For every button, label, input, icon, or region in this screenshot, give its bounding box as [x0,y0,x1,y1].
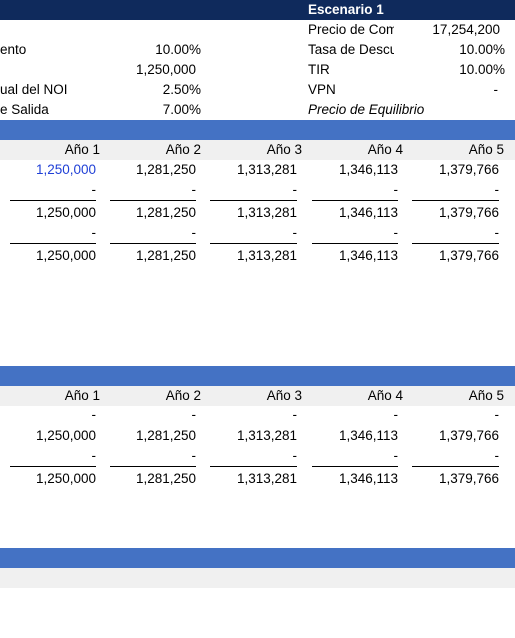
subtotal-rule [412,200,499,201]
param-label[interactable]: e Salida [0,102,49,117]
cell[interactable]: 1,346,113 [338,428,398,443]
param-label[interactable]: ual del NOI [0,82,68,97]
param-value[interactable]: 10.00% [459,42,505,57]
param-value[interactable]: 1,250,000 [135,62,196,77]
subtotal-rule [210,466,297,467]
subtotal-rule [110,466,196,467]
subtotal-rule [10,200,96,201]
cell[interactable]: 1,250,000 [35,248,96,263]
param-label[interactable]: VPN [308,82,336,97]
breakeven-label[interactable]: Precio de Equilibrio [308,102,425,117]
cell[interactable]: - [91,225,97,240]
cell[interactable]: 1,346,113 [338,471,398,486]
year-header: Año 5 [468,142,504,157]
cell[interactable]: - [91,407,97,422]
cell[interactable]: - [191,225,197,240]
section-band [0,120,515,140]
cell[interactable]: 1,379,766 [438,162,499,177]
gray-row [0,568,515,588]
param-value[interactable]: - [493,82,499,97]
cell[interactable]: - [292,448,298,463]
year-header: Año 4 [367,142,403,157]
subtotal-rule [210,200,297,201]
cell[interactable]: 1,281,250 [135,248,196,263]
cell[interactable]: - [292,407,298,422]
cell[interactable]: 1,281,250 [135,162,196,177]
year-header: Año 3 [266,142,302,157]
year-header: Año 3 [266,388,302,403]
subtotal-rule [10,243,96,244]
year-header-row [0,386,515,406]
cell[interactable]: 1,281,250 [135,471,196,486]
cell[interactable]: 1,281,250 [135,428,196,443]
subtotal-rule [10,466,96,467]
cell[interactable]: 1,281,250 [135,205,196,220]
cell[interactable]: 1,379,766 [438,428,499,443]
cell[interactable]: 1,313,281 [236,205,297,220]
cell[interactable]: 1,313,281 [236,471,297,486]
cell[interactable]: - [292,225,298,240]
section-band [0,366,515,386]
cell[interactable]: - [494,225,500,240]
cell[interactable]: - [494,182,500,197]
param-label[interactable]: TIR [308,62,330,77]
cell[interactable]: - [191,182,197,197]
subtotal-rule [412,243,499,244]
subtotal-rule [412,466,499,467]
param-value[interactable]: 10.00% [155,42,201,57]
cell[interactable]: - [393,407,399,422]
cell[interactable]: - [91,448,97,463]
year-header-row [0,140,515,160]
scenario-title: Escenario 1 [308,2,384,17]
param-value[interactable]: 7.00% [162,102,201,117]
cell[interactable]: 1,250,000 [35,471,96,486]
cell[interactable]: - [393,225,399,240]
section-band [0,548,515,568]
cell[interactable]: 1,346,113 [338,248,398,263]
cell[interactable]: - [191,448,197,463]
cell[interactable]: 1,313,281 [236,248,297,263]
year-header: Año 2 [165,142,201,157]
param-value[interactable]: 17,254,200 [432,22,500,37]
cell[interactable]: - [292,182,298,197]
cell[interactable]: 1,346,113 [338,162,398,177]
cell[interactable]: 1,250,000 [35,205,96,220]
cell[interactable]: - [494,407,500,422]
param-label[interactable]: Tasa de Descue [308,42,394,57]
cell[interactable]: 1,346,113 [338,205,398,220]
param-label[interactable]: Precio de Comp [308,22,394,37]
cell[interactable]: - [393,182,399,197]
cell[interactable]: 1,250,000 [35,162,96,177]
cell[interactable]: 1,379,766 [438,248,499,263]
year-header: Año 1 [64,388,100,403]
cell[interactable]: 1,379,766 [438,205,499,220]
scenario-header-bar [0,0,515,20]
year-header: Año 4 [367,388,403,403]
param-label[interactable]: ento [0,42,27,57]
subtotal-rule [312,466,398,467]
subtotal-rule [110,243,196,244]
cell[interactable]: 1,313,281 [236,162,297,177]
cell[interactable]: - [191,407,197,422]
param-value[interactable]: 2.50% [162,82,201,97]
subtotal-rule [210,243,297,244]
cell[interactable]: - [494,448,500,463]
year-header: Año 2 [165,388,201,403]
param-value[interactable]: 10.00% [459,62,505,77]
cell[interactable]: 1,250,000 [35,428,96,443]
cell[interactable]: - [393,448,399,463]
subtotal-rule [312,243,398,244]
subtotal-rule [110,200,196,201]
subtotal-rule [312,200,398,201]
cell[interactable]: 1,313,281 [236,428,297,443]
cell[interactable]: 1,379,766 [438,471,499,486]
cell[interactable]: - [91,182,97,197]
year-header: Año 1 [64,142,100,157]
year-header: Año 5 [468,388,504,403]
